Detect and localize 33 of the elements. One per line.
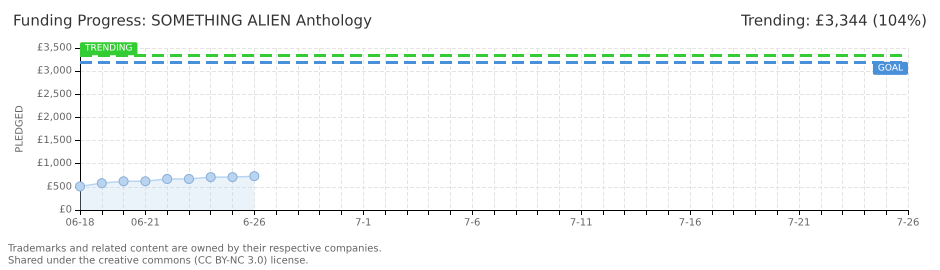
y-axis-title: PLEDGED [14,105,26,153]
y-tick-label: £2,500 [37,88,72,100]
chart-subtitle: Trending: £3,344 (104%) [740,12,928,30]
chart-title: Funding Progress: SOMETHING ALIEN Anthology [13,12,372,30]
point [75,181,85,192]
y-tick-label: £3,500 [37,42,72,54]
point [228,172,238,182]
x-tick-label: 06-21 [130,218,160,228]
y-tick-label: £1,000 [37,158,72,170]
x-tick-label: 7-26 [896,218,920,228]
x-tick-label: 7-1 [355,218,372,228]
x-tick-label: 7-21 [788,218,810,228]
y-tick-label: £500 [46,181,72,192]
x-tick-label: 7-16 [678,218,702,228]
ref-line-label: GOAL [878,63,903,74]
x-tick-label: 6-26 [242,218,266,228]
point [118,176,129,186]
y-tick-label: £3,000 [37,66,72,77]
point [140,176,150,186]
point [96,178,107,188]
point [206,172,216,182]
point [162,174,172,184]
ref-line-label: TRENDING [84,44,132,54]
x-tick-label: 06-18 [65,218,95,228]
y-tick-label: £2,000 [37,112,72,123]
point [184,174,194,184]
x-tick-label: 7-11 [570,218,593,228]
point [249,171,260,182]
text: Shared under the creative commons (CC BY-NC 3.0) license. [8,256,309,266]
y-tick-label: £1,500 [37,135,72,146]
y-tick-label: £0 [59,204,72,216]
x-tick-label: 7-6 [464,218,480,228]
text: Trademarks and related content are owned by their respective companies. [7,244,382,254]
